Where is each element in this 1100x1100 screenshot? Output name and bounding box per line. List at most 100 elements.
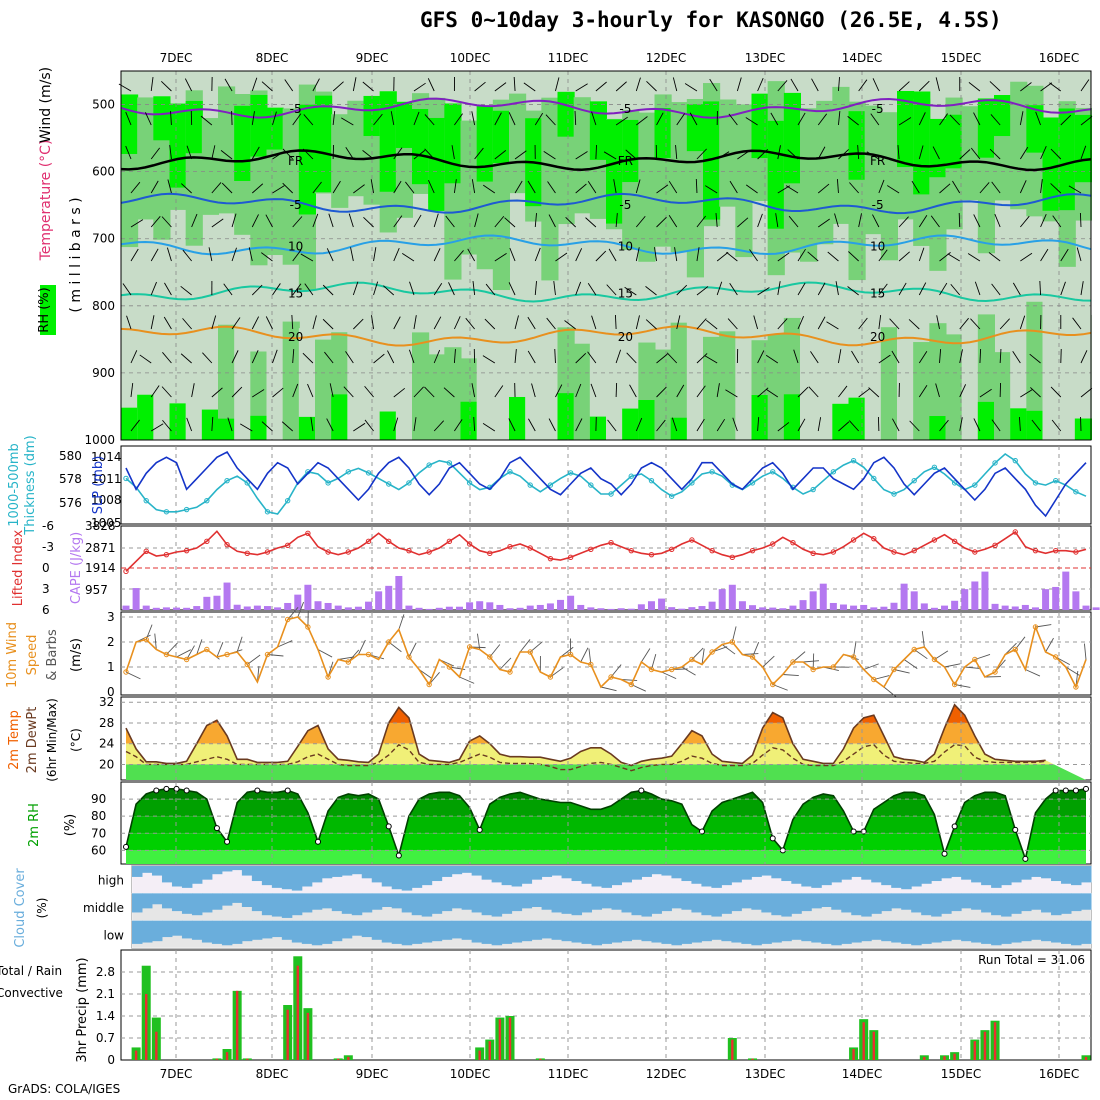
wind-barb bbox=[705, 319, 718, 330]
rh-field-surface bbox=[1026, 410, 1044, 440]
wind10-speed-line-point bbox=[123, 669, 129, 675]
precip-conv-bar bbox=[478, 1050, 481, 1060]
cloud-bar-middle bbox=[801, 893, 812, 912]
wind-barb bbox=[150, 216, 161, 228]
cloud-bar-low bbox=[931, 920, 942, 943]
wind-barb bbox=[575, 183, 587, 194]
cloud-bar-low bbox=[721, 920, 732, 942]
wind-barb bbox=[239, 423, 253, 432]
wind-barb bbox=[656, 184, 669, 194]
slp-tick-label: 1005 bbox=[91, 516, 122, 530]
rh-field-surface bbox=[1010, 408, 1028, 440]
cloud-bar-middle bbox=[521, 893, 533, 909]
cloud-bar-high bbox=[301, 866, 313, 887]
rh2m-point bbox=[1062, 787, 1069, 794]
cloud-bar-middle bbox=[751, 893, 762, 910]
lifted-index-line-point bbox=[588, 546, 594, 553]
cape-bar bbox=[1072, 591, 1080, 610]
slp-tick-label: 1011 bbox=[91, 472, 122, 486]
wind-barb bbox=[1080, 281, 1084, 296]
cloud-bar-low bbox=[681, 920, 692, 944]
cloud-bar-high bbox=[621, 866, 632, 883]
rh-field-low bbox=[412, 332, 430, 440]
cloud-bar-high bbox=[581, 866, 593, 884]
cape-bar bbox=[142, 605, 150, 610]
cape-bar bbox=[1031, 607, 1039, 610]
wind-barb bbox=[615, 81, 627, 92]
wind-barb bbox=[345, 351, 354, 364]
wind-barb bbox=[827, 251, 839, 262]
cloud-bar-low bbox=[401, 920, 413, 946]
cape-bar bbox=[486, 602, 494, 610]
cloud-bar-low bbox=[1031, 920, 1042, 940]
thickness-tick-label: 580 bbox=[59, 449, 82, 463]
wind-barb bbox=[704, 355, 718, 364]
wind-barb bbox=[211, 145, 216, 160]
wind-barb bbox=[959, 317, 969, 330]
wind-barb bbox=[676, 384, 685, 398]
wind-barb bbox=[125, 145, 132, 160]
wind-barb bbox=[383, 285, 395, 296]
cloud-bar-high bbox=[191, 866, 203, 884]
cloud-bar-middle bbox=[201, 893, 213, 913]
rh2m-point bbox=[1022, 855, 1029, 862]
wind-barb bbox=[979, 348, 982, 364]
wind-barb bbox=[817, 282, 826, 296]
cloud-bar-high bbox=[371, 866, 383, 883]
cloud-bar-middle bbox=[371, 893, 383, 910]
cloud-bar-low bbox=[291, 920, 303, 943]
rh-field-bright bbox=[589, 101, 607, 160]
isotherm-line bbox=[120, 234, 1092, 256]
wind-barb bbox=[531, 383, 536, 398]
cloud-bar-high bbox=[871, 866, 882, 883]
cloud-bar-low bbox=[391, 920, 403, 944]
thickness-line-point bbox=[1052, 477, 1059, 484]
cloud-bar-low bbox=[461, 920, 473, 940]
thickness-axis-label: 1000-500mb bbox=[7, 443, 22, 527]
wind-barb bbox=[696, 353, 708, 364]
rh-field-surface bbox=[121, 407, 139, 440]
wind-barb bbox=[770, 112, 779, 126]
wind10-speed-line-point bbox=[1052, 654, 1059, 660]
wind10-tick-label: 2 bbox=[107, 635, 115, 649]
rh-band bbox=[126, 833, 1086, 851]
wind-barb bbox=[836, 179, 839, 194]
cape-bar bbox=[152, 607, 160, 610]
wind-barb bbox=[898, 81, 910, 92]
wind-barb bbox=[126, 315, 132, 330]
rh-field-surface bbox=[218, 418, 236, 440]
wind-barb bbox=[182, 318, 192, 330]
wind-barb bbox=[918, 385, 928, 398]
rh-field-low bbox=[395, 304, 413, 440]
wind-barb bbox=[1076, 247, 1082, 262]
wind10-speed-line-point bbox=[588, 661, 594, 668]
wind-barb bbox=[251, 214, 259, 228]
wind-barb bbox=[555, 384, 563, 398]
rh-field-surface bbox=[169, 403, 187, 440]
rh-field-mid bbox=[218, 86, 236, 214]
cloud-bar-high bbox=[481, 866, 493, 880]
wind-barb bbox=[553, 281, 556, 296]
wind10-speed-line-point bbox=[244, 661, 250, 668]
wind-barb bbox=[261, 252, 273, 262]
wind-barb bbox=[454, 419, 463, 432]
rh-field-low bbox=[315, 339, 333, 440]
cloud-bar-low bbox=[961, 920, 972, 942]
thickness-line-point bbox=[1032, 480, 1039, 486]
thickness-line-point bbox=[709, 469, 715, 475]
rh2m-point bbox=[315, 838, 321, 845]
wind10-barb bbox=[903, 659, 918, 669]
rh-field-mid bbox=[961, 106, 979, 201]
wind-barb bbox=[528, 418, 536, 432]
wind-barb bbox=[1019, 180, 1027, 194]
wind-barb bbox=[370, 179, 374, 194]
cloud-bar-middle bbox=[621, 893, 632, 913]
isotherm-label: 20 bbox=[870, 330, 885, 344]
wind-barb bbox=[973, 112, 981, 126]
wind-barb bbox=[261, 81, 273, 92]
wind-barb bbox=[675, 145, 678, 160]
wind-barb bbox=[615, 382, 618, 398]
rh-field-low bbox=[492, 310, 510, 440]
rh-band bbox=[126, 850, 1086, 864]
rh2m-tick-label: 80 bbox=[91, 809, 106, 823]
